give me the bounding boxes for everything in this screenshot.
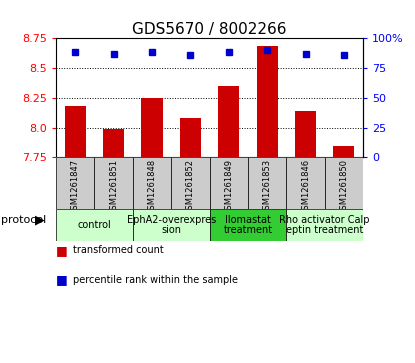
Text: GSM1261852: GSM1261852	[186, 159, 195, 215]
Text: control: control	[78, 220, 111, 230]
Bar	[56, 158, 95, 209]
Bar	[65, 106, 86, 158]
Text: GSM1261848: GSM1261848	[147, 159, 156, 215]
Bar	[210, 209, 286, 241]
Bar	[286, 209, 363, 241]
Bar	[248, 158, 286, 209]
Bar	[95, 158, 133, 209]
Text: Ilomastat
treatment: Ilomastat treatment	[223, 215, 273, 236]
Text: Rho activator Calp
eptin treatment: Rho activator Calp eptin treatment	[279, 215, 370, 236]
Bar	[256, 46, 278, 158]
Bar	[295, 111, 316, 158]
Bar	[210, 158, 248, 209]
Bar	[142, 98, 163, 158]
Bar	[325, 158, 363, 209]
Text: GSM1261849: GSM1261849	[224, 159, 233, 215]
Title: GDS5670 / 8002266: GDS5670 / 8002266	[132, 22, 287, 37]
Text: ■: ■	[56, 244, 68, 257]
Bar	[171, 158, 210, 209]
Text: protocol: protocol	[1, 215, 46, 225]
Bar	[286, 158, 325, 209]
Bar	[218, 86, 239, 158]
Bar	[333, 146, 354, 158]
Bar	[103, 129, 124, 158]
Text: ■: ■	[56, 273, 68, 286]
Bar	[133, 209, 210, 241]
Text: GSM1261851: GSM1261851	[109, 159, 118, 215]
Text: GSM1261847: GSM1261847	[71, 159, 80, 215]
Bar	[56, 209, 133, 241]
Text: GSM1261850: GSM1261850	[339, 159, 349, 215]
Text: GSM1261846: GSM1261846	[301, 159, 310, 215]
Text: EphA2-overexpres
sion: EphA2-overexpres sion	[127, 215, 216, 236]
Text: ▶: ▶	[35, 213, 45, 226]
Bar	[180, 118, 201, 158]
Text: GSM1261853: GSM1261853	[263, 159, 272, 215]
Bar	[133, 158, 171, 209]
Text: transformed count: transformed count	[73, 245, 164, 256]
Text: percentile rank within the sample: percentile rank within the sample	[73, 274, 238, 285]
